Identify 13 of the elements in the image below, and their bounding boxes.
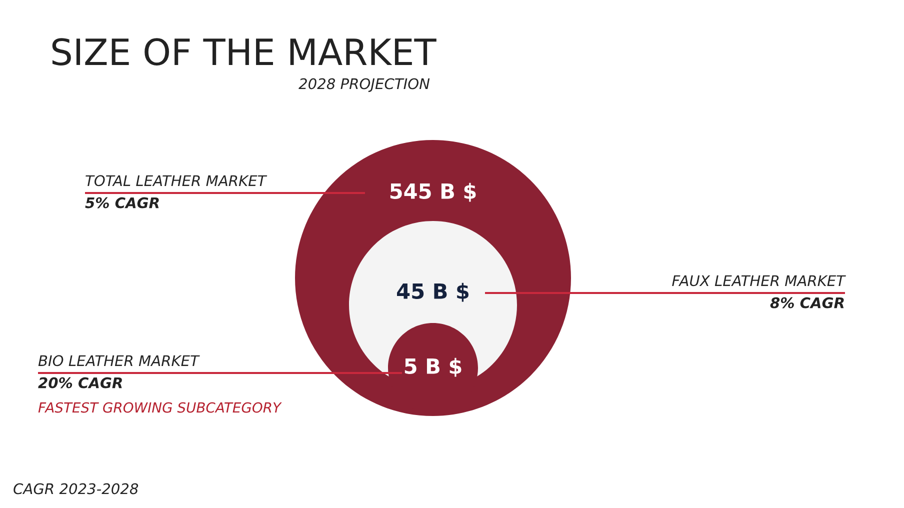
data-label: 545 B $: [390, 182, 476, 202]
text: FASTEST GROWING SUBCATEGORY: [38, 402, 282, 413]
category-label: TOTAL LEATHER MARKET: [86, 175, 268, 186]
text: 20% CAGR: [38, 377, 122, 388]
category-label: BIO LEATHER MARKET: [38, 355, 200, 366]
text: 2028 PROJECTION: [298, 78, 430, 92]
data-label: 45 B $: [397, 282, 469, 302]
text: SIZE OF THE MARKET: [52, 38, 436, 66]
text: 5% CAGR: [85, 197, 159, 208]
data-label: 5 B $: [404, 358, 462, 377]
text: CAGR 2023-2028: [14, 483, 138, 494]
text: 8% CAGR: [770, 297, 844, 308]
category-label: FAUX LEATHER MARKET: [672, 275, 846, 286]
